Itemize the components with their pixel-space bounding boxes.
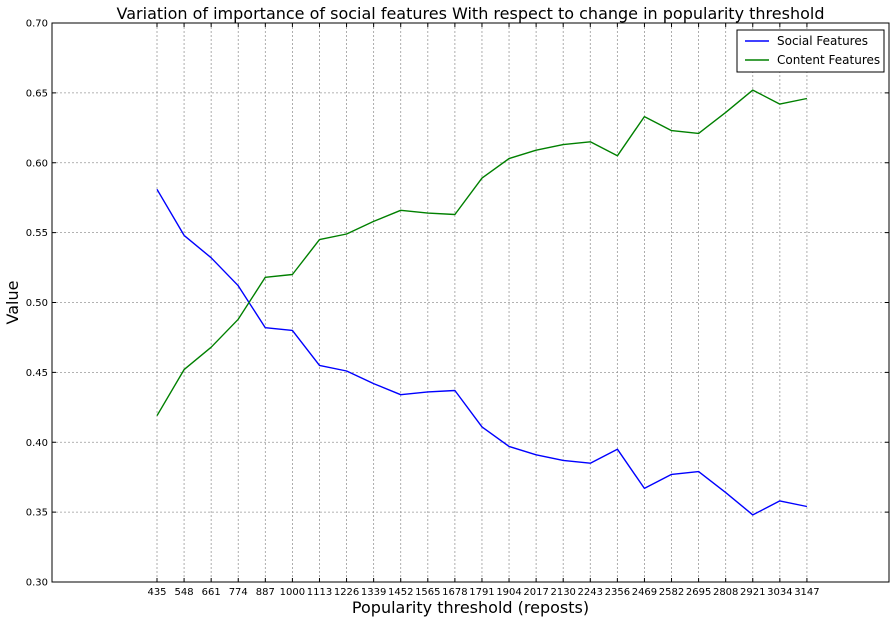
x-tick-label: 2582 [659, 587, 684, 598]
series-lines [156, 89, 808, 516]
series-line-social-features [156, 188, 808, 516]
y-tick-label: 0.50 [26, 298, 48, 309]
chart-title: Variation of importance of social featur… [117, 4, 825, 23]
y-tick-label: 0.65 [26, 88, 48, 99]
legend: Social Features Content Features [736, 29, 885, 73]
x-tick-label: 1000 [280, 587, 305, 598]
y-tick-label: 0.35 [26, 508, 48, 519]
y-tick-label: 0.45 [26, 368, 48, 379]
x-tick-label: 3034 [767, 587, 792, 598]
x-tick-label: 2808 [713, 587, 738, 598]
x-tick-label: 1452 [388, 587, 413, 598]
x-tick-label: 887 [256, 587, 275, 598]
x-tick-label: 2017 [523, 587, 548, 598]
legend-label: Social Features [777, 34, 868, 48]
x-axis-title: Popularity threshold (reposts) [352, 598, 589, 617]
x-tick-label: 1113 [307, 587, 332, 598]
x-axis-ticks: 435 548 661 774 887 1000 1113 1226 1339 1452 1565 1… [147, 23, 820, 598]
y-axis-ticks: 0.30 0.35 0.40 0.45 0.50 0.55 0.60 0.65 0.70 [26, 19, 889, 589]
x-tick-label: 774 [229, 587, 248, 598]
y-tick-label: 0.55 [26, 228, 48, 239]
series-line-content-features [156, 89, 808, 417]
legend-label: Content Features [777, 53, 880, 67]
y-tick-label: 0.40 [26, 438, 48, 449]
x-tick-label: 1678 [442, 587, 467, 598]
grid-lines [52, 23, 889, 582]
x-tick-label: 3147 [794, 587, 819, 598]
x-tick-label: 1226 [334, 587, 359, 598]
y-tick-label: 0.70 [26, 19, 48, 30]
x-tick-label: 2469 [632, 587, 657, 598]
x-tick-label: 1565 [415, 587, 440, 598]
x-tick-label: 1339 [361, 587, 386, 598]
x-tick-label: 2921 [740, 587, 765, 598]
x-tick-label: 661 [202, 587, 221, 598]
x-tick-label: 1791 [469, 587, 494, 598]
y-tick-label: 0.30 [26, 578, 48, 589]
x-tick-label: 2130 [550, 587, 575, 598]
x-tick-label: 2243 [578, 587, 603, 598]
x-tick-label: 1904 [496, 587, 521, 598]
x-tick-label: 2695 [686, 587, 711, 598]
legend-box [736, 29, 885, 73]
x-tick-label: 435 [147, 587, 166, 598]
y-tick-label: 0.60 [26, 158, 48, 169]
x-tick-label: 2356 [605, 587, 630, 598]
y-axis-title: Value [3, 281, 22, 325]
x-tick-label: 548 [175, 587, 194, 598]
